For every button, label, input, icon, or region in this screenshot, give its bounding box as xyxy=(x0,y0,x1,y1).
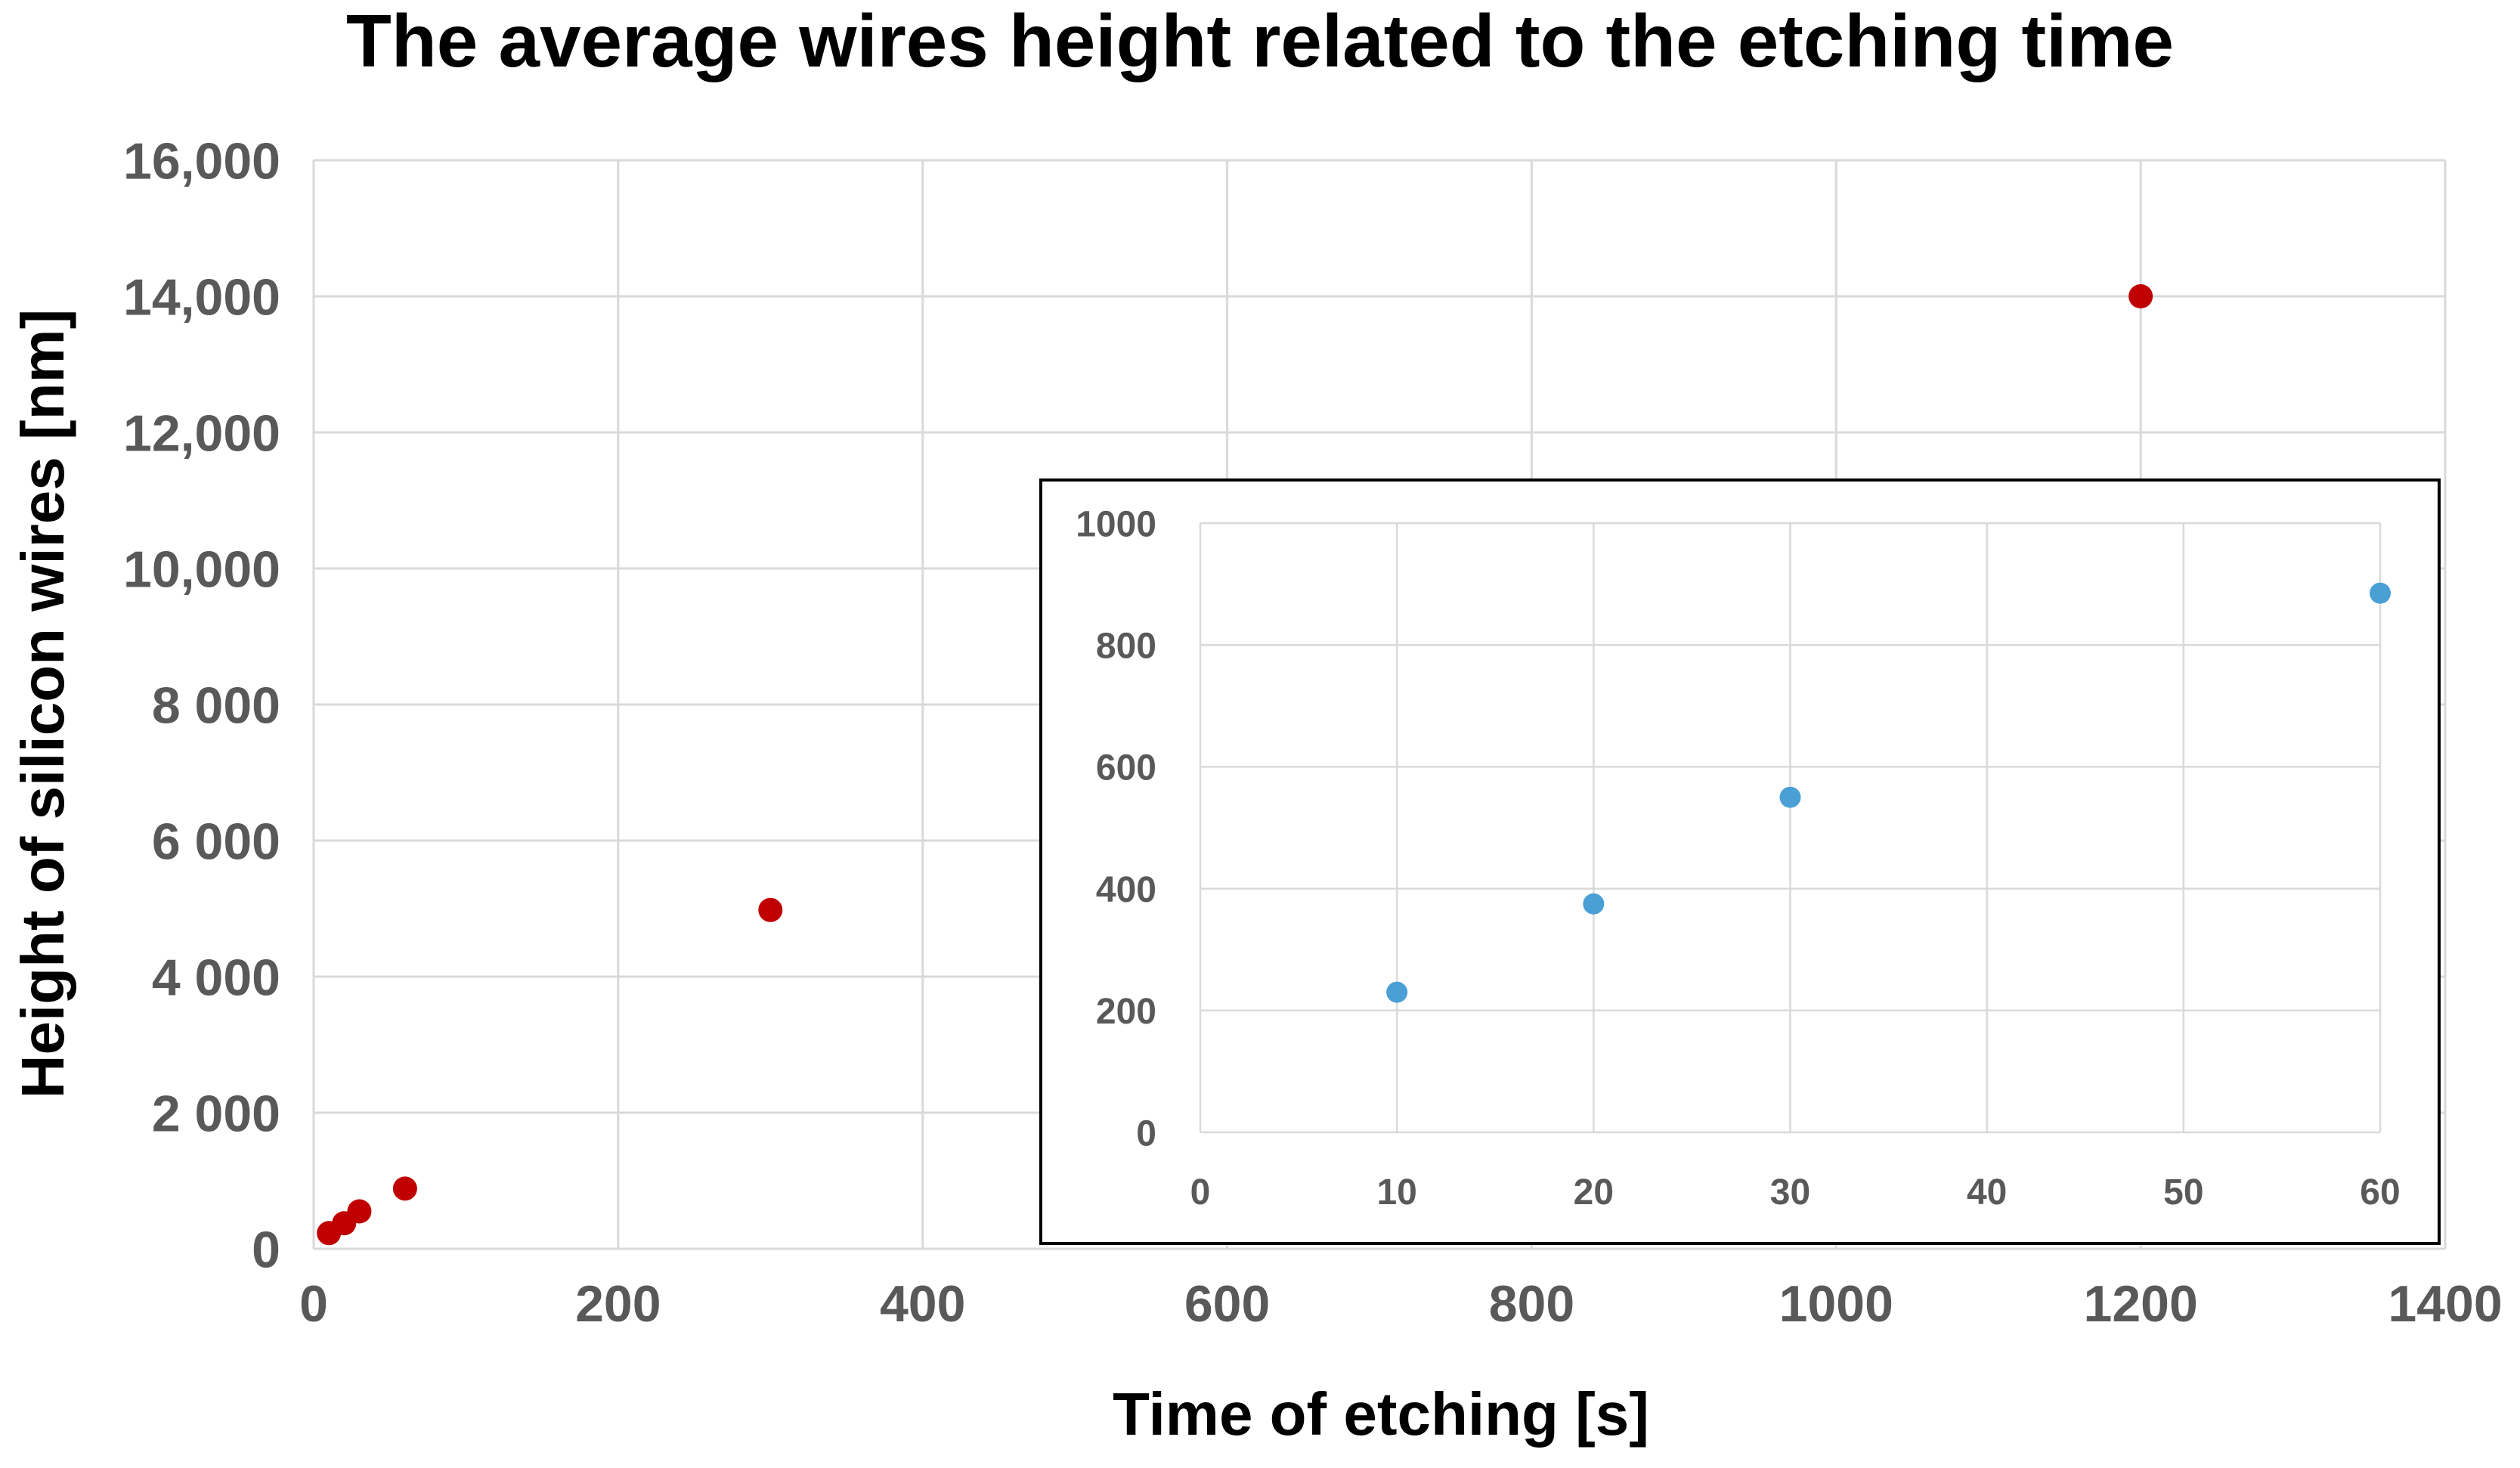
main-y-tick-label: 0 xyxy=(252,1221,280,1278)
inset-y-axis-ticks: 0 200 400 600 800 1000 xyxy=(1076,504,1156,1154)
inset-x-tick-label: 0 xyxy=(1190,1172,1211,1212)
main-y-tick-label: 4 000 xyxy=(152,949,280,1006)
x-axis-title: Time of etching [s] xyxy=(1113,1380,1649,1448)
inset-x-axis-ticks: 0 10 20 30 40 50 60 xyxy=(1190,1172,2401,1212)
main-x-tick-label: 800 xyxy=(1489,1275,1574,1333)
main-data-point xyxy=(2128,284,2153,308)
inset-y-tick-label: 800 xyxy=(1096,626,1156,666)
inset-x-tick-label: 60 xyxy=(2360,1172,2400,1212)
inset-frame xyxy=(1039,478,2441,1245)
main-y-tick-label: 12,000 xyxy=(123,404,280,462)
main-x-tick-label: 1400 xyxy=(2388,1275,2502,1333)
main-y-tick-label: 16,000 xyxy=(123,132,280,190)
main-x-tick-label: 1200 xyxy=(2084,1275,2198,1333)
main-data-point xyxy=(758,897,783,922)
chart-title: The average wires height related to the … xyxy=(346,0,2174,82)
main-x-tick-label: 1000 xyxy=(1779,1275,1893,1333)
inset-data-point xyxy=(2370,582,2391,604)
inset-x-tick-label: 50 xyxy=(2163,1172,2203,1212)
main-x-axis-ticks: 0 200 400 600 800 1000 1200 1400 xyxy=(299,1275,2503,1333)
main-y-tick-label: 2 000 xyxy=(152,1085,280,1142)
inset-y-tick-label: 0 xyxy=(1136,1113,1156,1154)
main-y-tick-label: 10,000 xyxy=(123,540,280,598)
main-y-axis-ticks: 0 2 000 4 000 6 000 8 000 10,000 12,000 14,000 1… xyxy=(123,132,280,1278)
main-x-tick-label: 200 xyxy=(575,1275,661,1333)
inset-y-tick-label: 400 xyxy=(1096,870,1156,910)
main-x-tick-label: 600 xyxy=(1184,1275,1270,1333)
inset-x-tick-label: 30 xyxy=(1770,1172,1810,1212)
main-x-tick-label: 0 xyxy=(299,1275,328,1333)
inset-grid xyxy=(1199,522,2382,1134)
main-y-tick-label: 8 000 xyxy=(152,677,280,734)
inset-data-point xyxy=(1583,893,1605,915)
main-series-points xyxy=(317,284,2153,1246)
main-data-point xyxy=(392,1176,417,1201)
inset-data-point xyxy=(1386,981,1408,1003)
inset-y-tick-label: 1000 xyxy=(1076,504,1156,544)
inset-x-tick-label: 40 xyxy=(1967,1172,2007,1212)
inset-series-points xyxy=(1386,582,2391,1003)
main-y-tick-label: 6 000 xyxy=(152,813,280,870)
y-axis-title: Height of silicon wires [nm] xyxy=(9,309,76,1099)
inset-data-point xyxy=(1779,786,1801,808)
inset-y-tick-label: 200 xyxy=(1096,992,1156,1032)
main-data-point xyxy=(347,1199,372,1224)
main-x-tick-label: 400 xyxy=(880,1275,965,1333)
main-y-tick-label: 14,000 xyxy=(123,268,280,326)
inset-y-tick-label: 600 xyxy=(1096,748,1156,788)
inset-x-tick-label: 20 xyxy=(1574,1172,1614,1212)
inset-chart: 0 200 400 600 800 1000 0 10 20 30 40 50 60 xyxy=(1039,478,2441,1245)
inset-x-tick-label: 10 xyxy=(1376,1172,1416,1212)
